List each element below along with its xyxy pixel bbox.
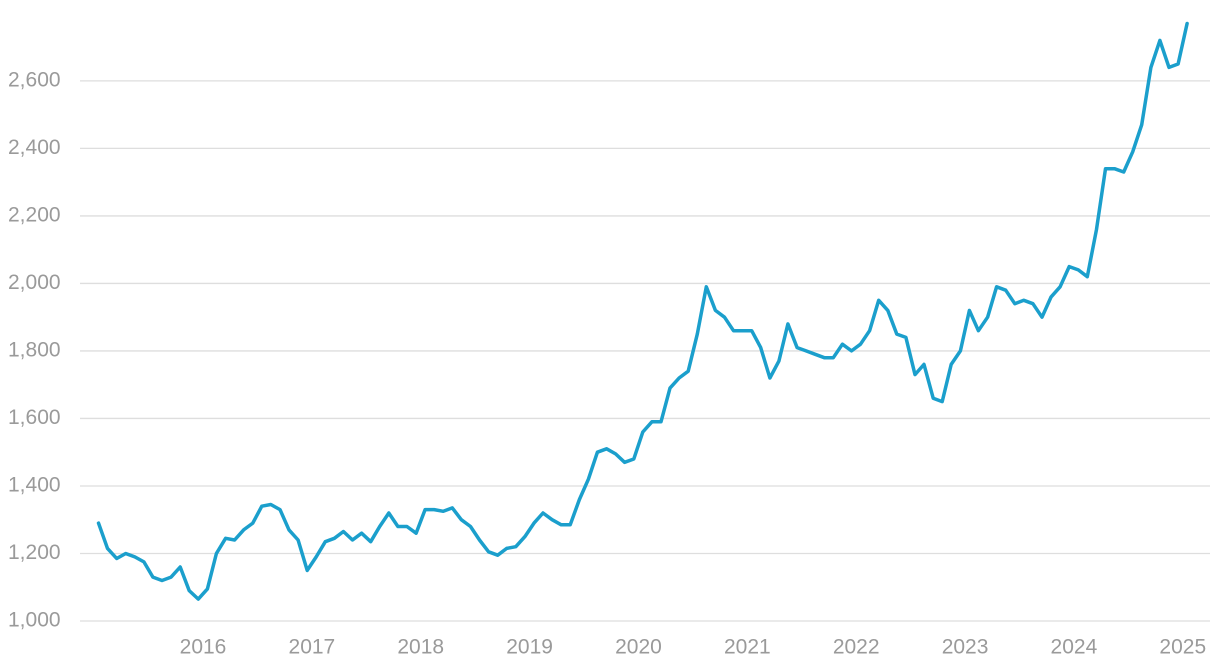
x-tick-label: 2020 [615,636,662,659]
y-tick-label: 1,800 [8,338,61,361]
y-tick-label: 1,200 [8,541,61,564]
x-tick-label: 2025 [1159,636,1206,659]
y-tick-label: 2,400 [8,136,61,159]
x-tick-label: 2019 [506,636,553,659]
y-tick-label: 1,600 [8,406,61,429]
line-series [96,21,1189,601]
x-tick-label: 2018 [397,636,444,659]
y-tick-label: 2,000 [8,271,61,294]
y-tick-label: 1,000 [8,609,61,632]
x-tick-label: 2024 [1051,636,1098,659]
x-tick-label: 2021 [724,636,771,659]
x-tick-label: 2016 [180,636,227,659]
y-tick-label: 2,600 [8,68,61,91]
y-tick-label: 2,200 [8,203,61,226]
x-tick-label: 2023 [942,636,989,659]
x-tick-label: 2022 [833,636,880,659]
y-tick-label: 1,400 [8,474,61,497]
x-tick-label: 2017 [289,636,336,659]
